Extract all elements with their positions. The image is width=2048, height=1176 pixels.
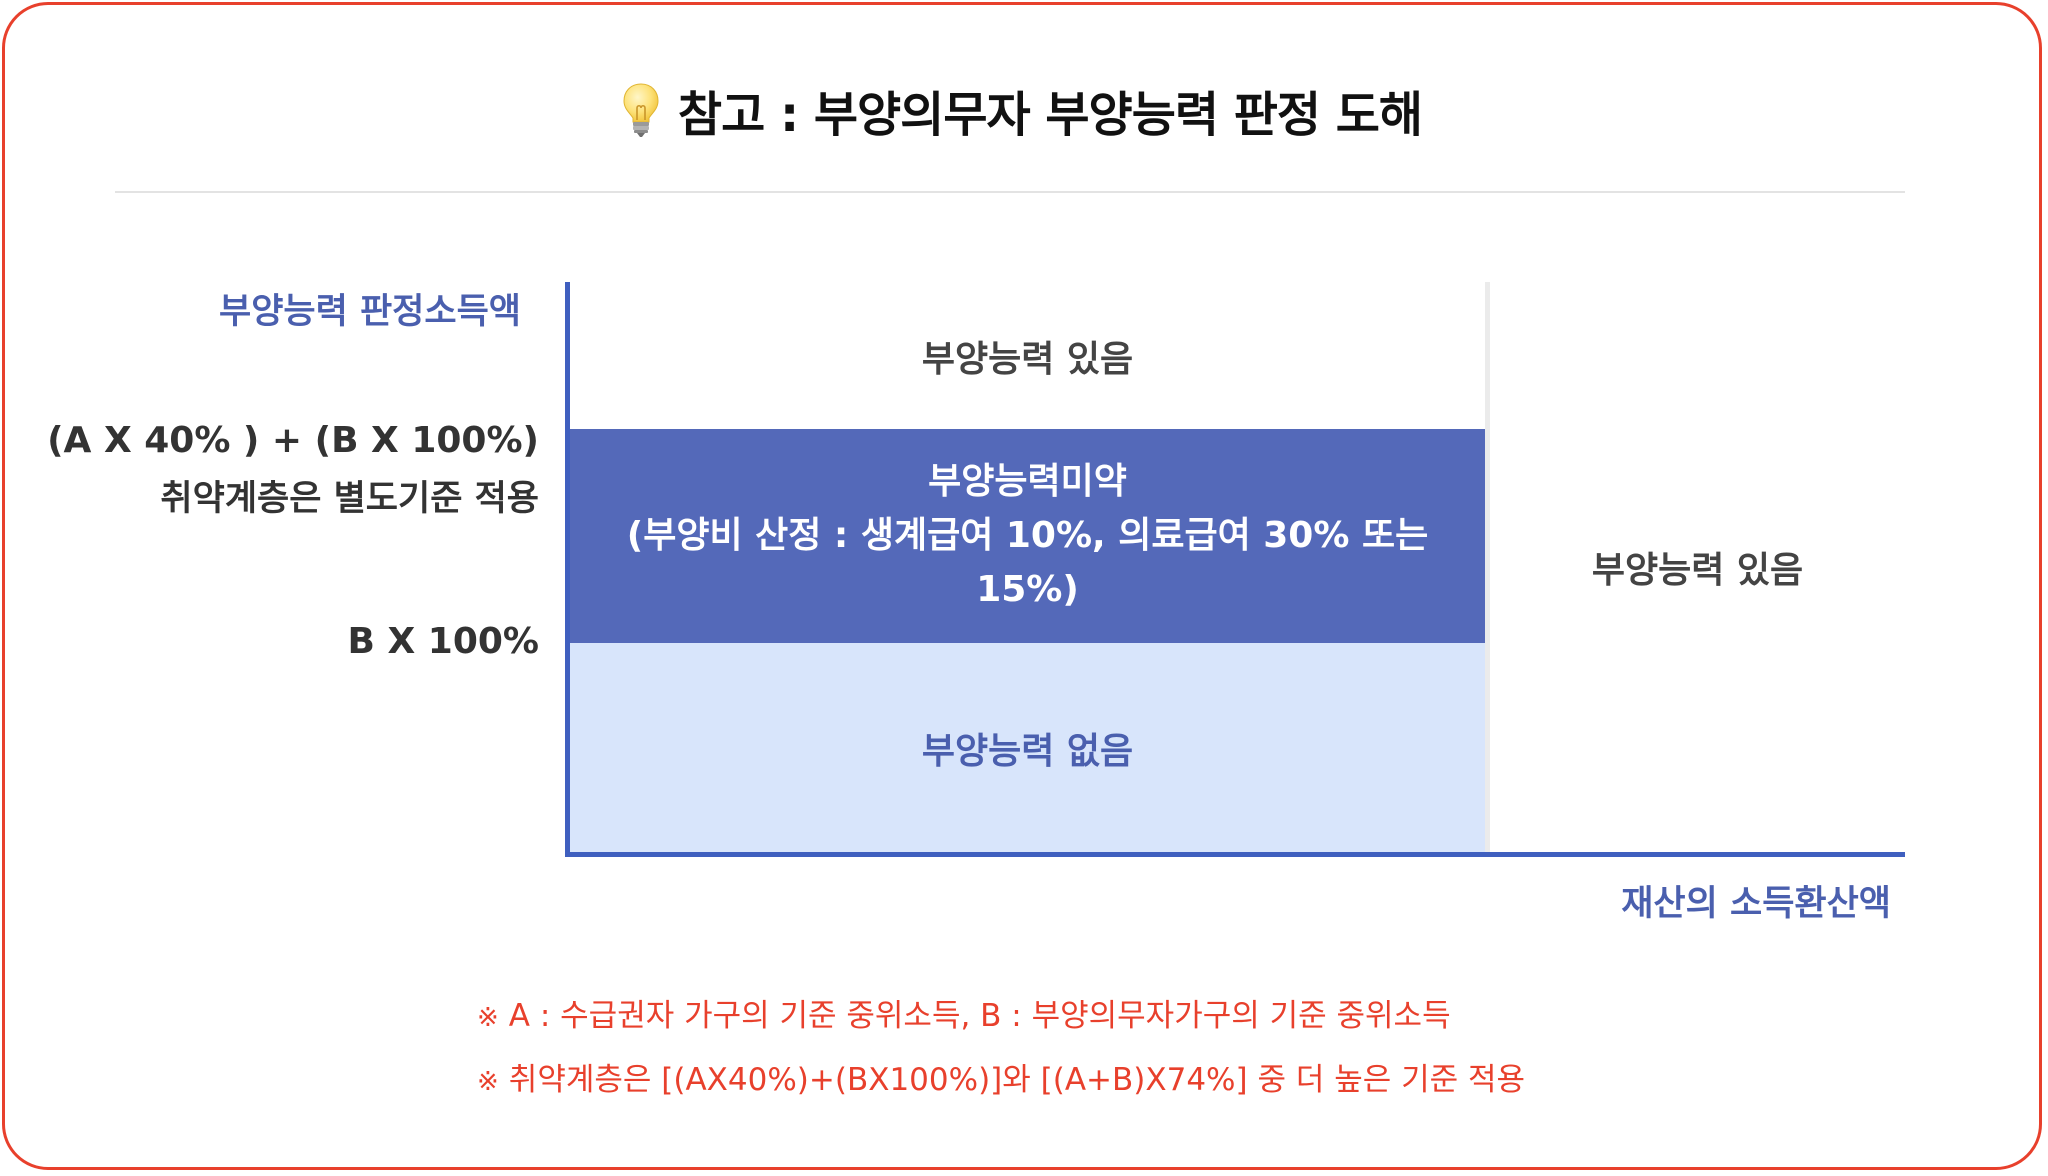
zone-weak-capacity: 부양능력미약 (부양비 산정 : 생계급여 10%, 의료급여 30% 또는 1…	[570, 429, 1485, 643]
footnote-2: ※ 취약계층은 [(AX40%)+(BX100%)]와 [(A+B)X74%] 중…	[477, 1054, 1525, 1099]
page-title: 참고 : 부양의무자 부양능력 판정 도해	[677, 87, 1423, 143]
zone-top-label: 부양능력 있음	[921, 338, 1134, 380]
y-axis	[565, 282, 570, 856]
x-axis-title: 재산의 소득환산액	[1621, 884, 1891, 924]
footnote-text: 취약계층은 [(AX40%)+(BX100%)]와 [(A+B)X74%] 중 …	[508, 1062, 1526, 1098]
y-label-upper-note: 취약계층은 별도기준 적용	[160, 479, 539, 519]
zone-has-capacity-top: 부양능력 있음	[570, 282, 1485, 429]
x-axis	[565, 852, 1905, 857]
title-row: 참고 : 부양의무자 부양능력 판정 도해	[5, 75, 2039, 145]
y-label-lower: B X 100%	[347, 621, 539, 662]
asset-threshold-line	[1485, 282, 1490, 852]
lightbulb-icon	[622, 82, 660, 138]
footnote-text: A : 수급권자 가구의 기준 중위소득, B : 부양의무자가구의 기준 중위…	[508, 998, 1451, 1034]
zone-right-label: 부양능력 있음	[1591, 550, 1804, 591]
y-label-upper-formula: (A X 40% ) + (B X 100%)	[47, 420, 539, 461]
footnote-1: ※ A : 수급권자 가구의 기준 중위소득, B : 부양의무자가구의 기준 중…	[477, 990, 1451, 1035]
zone-bottom-label: 부양능력 없음	[921, 730, 1134, 772]
zone-no-capacity: 부양능력 없음	[570, 643, 1485, 852]
title-divider	[115, 191, 1905, 193]
note-mark: ※	[477, 1067, 499, 1097]
zone-middle-label-1: 부양능력미약	[928, 461, 1127, 502]
y-axis-title: 부양능력 판정소득액	[219, 292, 521, 332]
zone-has-capacity-right: 부양능력 있음	[1490, 282, 1905, 852]
zone-middle-label-2: (부양비 산정 : 생계급여 10%, 의료급여 30% 또는 15%)	[626, 515, 1429, 610]
note-mark: ※	[477, 1003, 499, 1033]
